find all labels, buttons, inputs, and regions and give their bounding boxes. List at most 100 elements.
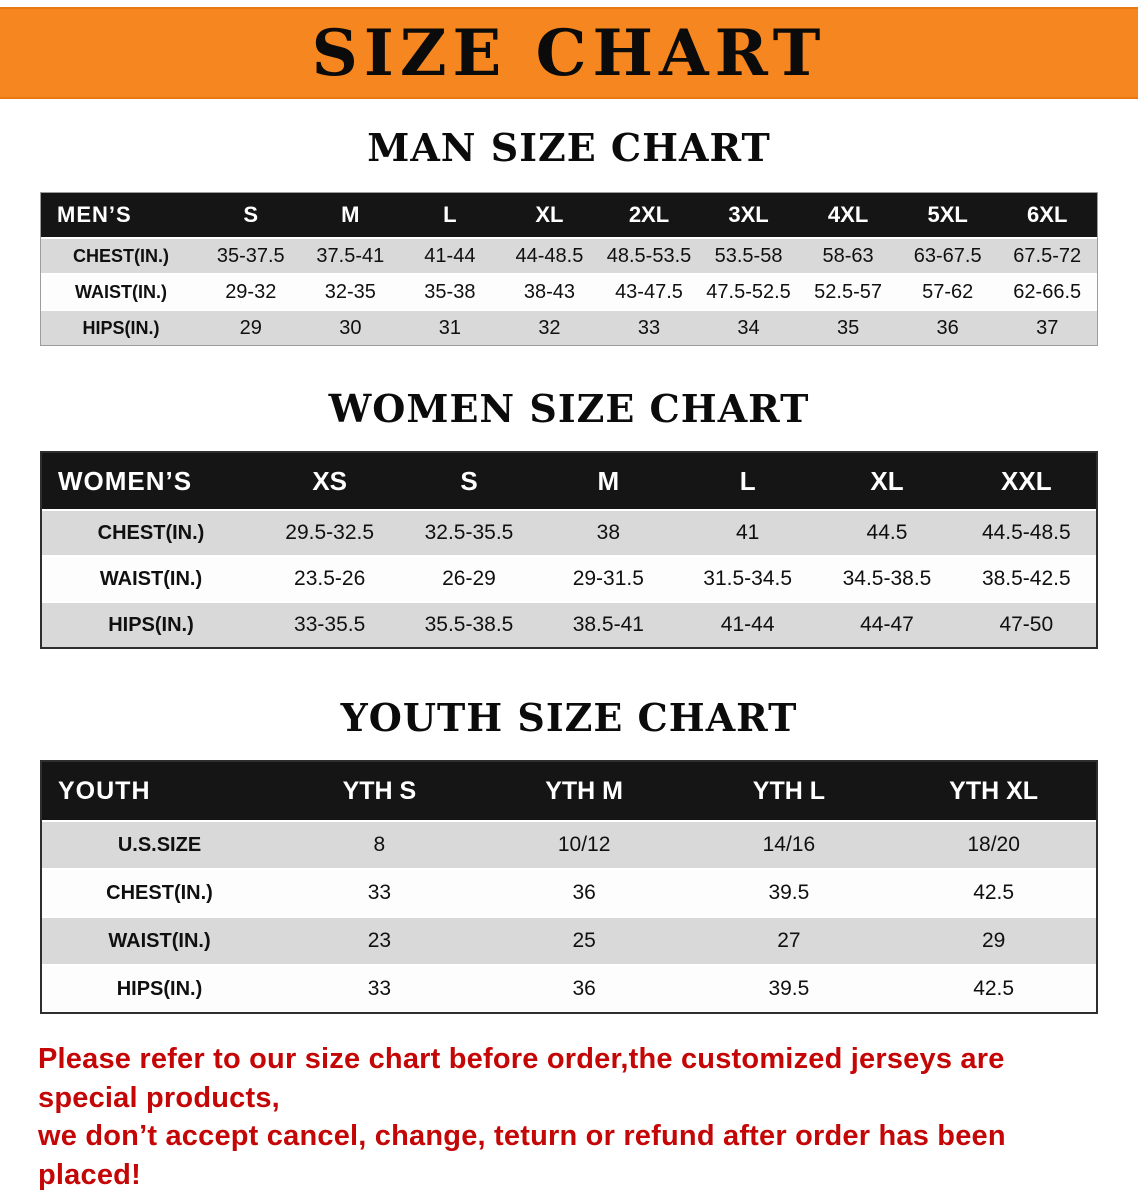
size-value-cell: 31	[438, 316, 461, 339]
size-column-header: L	[739, 465, 756, 496]
size-value-cell: 36	[572, 977, 596, 1000]
table-header-row: YOUTH YTH S YTH M YTH L YTH XL	[42, 762, 1096, 820]
table-row: U.S.SIZE 8 10/12 14/16 18/20	[42, 820, 1096, 868]
size-value-cell: 52.5-57	[814, 280, 883, 303]
size-value-cell: 63-67.5	[913, 244, 982, 267]
size-column-header: M	[341, 202, 360, 227]
size-value-cell: 29-31.5	[572, 567, 644, 590]
size-value-cell: 43-47.5	[615, 280, 683, 303]
size-value-cell: 38.5-41	[572, 613, 644, 636]
table-corner-label: YOUTH	[58, 776, 151, 805]
size-value-cell: 44.5-48.5	[981, 521, 1071, 544]
size-value-cell: 36	[572, 881, 596, 904]
size-value-cell: 32.5-35.5	[424, 521, 514, 544]
size-column-header: XXL	[1001, 465, 1052, 496]
women-size-table: WOMEN’S XS S M L XL XXL CHEST(IN.) 29.5-32.5 32.5…	[40, 451, 1098, 649]
size-value-cell: 10/12	[557, 833, 611, 856]
size-value-cell: 32	[538, 316, 561, 339]
size-column-header: 3XL	[728, 202, 769, 227]
size-value-cell: 38	[596, 521, 620, 544]
size-value-cell: 33-35.5	[294, 613, 366, 636]
size-value-cell: 34.5-38.5	[842, 567, 932, 590]
size-value-cell: 32-35	[324, 280, 376, 303]
page-title: SIZE CHART	[311, 15, 827, 91]
youth-size-table: YOUTH YTH S YTH M YTH L YTH XL U.S.SIZE 8 10/12…	[40, 760, 1098, 1014]
table-header-row: MEN’S S M L XL 2XL 3XL 4XL 5XL 6XL	[41, 193, 1097, 237]
size-value-cell: 36	[936, 316, 959, 339]
size-value-cell: 26-29	[442, 567, 496, 590]
size-value-cell: 29	[239, 316, 262, 339]
size-value-cell: 38.5-42.5	[981, 567, 1071, 590]
size-value-cell: 48.5-53.5	[606, 244, 692, 267]
row-label: HIPS(IN.)	[82, 317, 160, 338]
order-policy-note-line2: we don’t accept cancel, change, teturn o…	[38, 1120, 1006, 1191]
women-section-heading: WOMEN SIZE CHART	[328, 386, 810, 431]
size-value-cell: 42.5	[973, 881, 1015, 904]
size-value-cell: 35-38	[424, 280, 476, 303]
table-corner-label: WOMEN’S	[58, 465, 193, 496]
row-label: HIPS(IN.)	[116, 977, 203, 1000]
women-section: WOMEN SIZE CHART WOMEN’S XS S M L XL XXL CHEST(…	[0, 386, 1138, 649]
size-column-header: S	[460, 465, 478, 496]
size-column-header: S	[243, 202, 259, 227]
banner: SIZE CHART	[0, 7, 1138, 99]
size-value-cell: 62-66.5	[1013, 280, 1082, 303]
size-value-cell: 18/20	[967, 833, 1020, 856]
size-value-cell: 33	[637, 316, 661, 339]
size-value-cell: 44-48.5	[515, 244, 584, 267]
size-value-cell: 35	[836, 316, 860, 339]
table-row: HIPS(IN.) 29 30 31 32 33 34 35 36 37	[41, 309, 1097, 345]
size-column-header: 4XL	[827, 202, 869, 227]
size-value-cell: 57-62	[922, 280, 974, 303]
row-label: HIPS(IN.)	[108, 613, 194, 636]
size-column-header: 5XL	[927, 202, 968, 227]
row-label: CHEST(IN.)	[97, 521, 205, 544]
size-value-cell: 58-63	[822, 244, 874, 267]
size-value-cell: 29	[981, 929, 1006, 952]
row-label: WAIST(IN.)	[108, 929, 211, 952]
order-policy-note-line1: Please refer to our size chart before or…	[38, 1043, 1005, 1114]
youth-section-heading: YOUTH SIZE CHART	[340, 695, 798, 740]
size-value-cell: 33	[367, 881, 392, 904]
size-value-cell: 8	[373, 833, 386, 856]
table-header-row: WOMEN’S XS S M L XL XXL	[42, 453, 1096, 509]
size-column-header: YTH L	[752, 776, 825, 805]
size-column-header: XL	[535, 202, 564, 227]
table-row: CHEST(IN.) 35-37.5 37.5-41 41-44 44-48.5 48.5…	[41, 237, 1097, 273]
row-label: CHEST(IN.)	[106, 881, 213, 904]
size-column-header: XS	[312, 465, 347, 496]
size-value-cell: 38-43	[523, 280, 576, 303]
size-value-cell: 47.5-52.5	[706, 280, 791, 303]
size-value-cell: 29-32	[225, 280, 277, 303]
size-value-cell: 23.5-26	[294, 567, 366, 590]
size-column-header: YTH S	[342, 776, 417, 805]
size-value-cell: 33	[367, 977, 392, 1000]
row-label: U.S.SIZE	[117, 833, 202, 856]
size-value-cell: 44-47	[860, 613, 914, 636]
size-value-cell: 35-37.5	[216, 244, 285, 267]
youth-section: YOUTH SIZE CHART YOUTH YTH S YTH M YTH L YTH…	[0, 695, 1138, 1014]
table-row: WAIST(IN.) 23 25 27 29	[42, 916, 1096, 964]
size-value-cell: 41-44	[424, 244, 476, 267]
men-section: MAN SIZE CHART MEN’S S M L XL 2XL 3XL 4XL 5XL 6XL…	[0, 125, 1138, 346]
table-corner-label: MEN’S	[57, 202, 132, 227]
size-value-cell: 44.5	[866, 521, 908, 544]
size-column-header: YTH XL	[949, 776, 1039, 805]
order-policy-note: Please refer to our size chart before or…	[38, 1040, 1100, 1194]
size-column-header: 2XL	[628, 202, 670, 227]
size-value-cell: 47-50	[999, 613, 1054, 636]
size-value-cell: 53.5-58	[714, 244, 783, 267]
table-row: HIPS(IN.) 33 36 39.5 42.5	[42, 964, 1096, 1012]
row-label: WAIST(IN.)	[75, 281, 167, 302]
size-value-cell: 34	[737, 316, 760, 339]
size-value-cell: 67.5-72	[1013, 244, 1082, 267]
size-column-header: YTH M	[545, 776, 624, 805]
size-value-cell: 39.5	[768, 881, 810, 904]
size-value-cell: 37	[1036, 316, 1059, 339]
men-section-heading: MAN SIZE CHART	[367, 125, 771, 170]
row-label: CHEST(IN.)	[73, 245, 169, 266]
size-value-cell: 41-44	[720, 613, 775, 636]
size-value-cell: 37.5-41	[316, 244, 385, 267]
size-value-cell: 30	[339, 316, 362, 339]
size-column-header: XL	[870, 465, 904, 496]
